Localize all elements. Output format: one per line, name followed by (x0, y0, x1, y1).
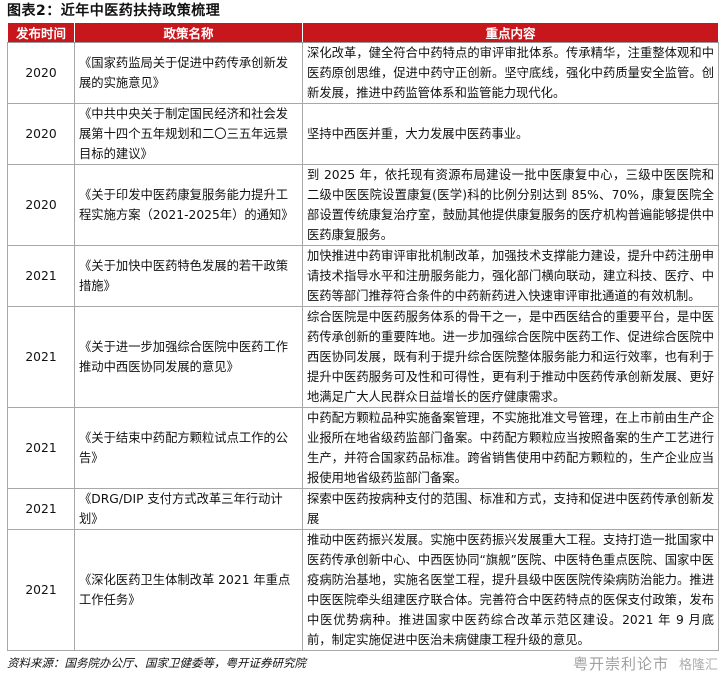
policy-name-cell: 《关于结束中药配方颗粒试点工作的公告》 (74, 407, 303, 489)
key-content-cell: 坚持中西医并重，大力发展中医药事业。 (302, 103, 719, 165)
policy-name-cell: 《国家药监局关于促进中药传承创新发展的实施意见》 (74, 42, 303, 104)
key-content-cell: 中药配方颗粒品种实施备案管理，不实施批准文号管理，在上市前由生产企业报所在地省级… (302, 407, 719, 489)
year-cell: 2021 (7, 306, 75, 408)
header-key-content: 重点内容 (302, 22, 719, 43)
year-cell: 2020 (7, 103, 75, 165)
policy-name-cell: 《DRG/DIP 支付方式改革三年行动计划》 (74, 488, 303, 530)
table-row: 2021 《DRG/DIP 支付方式改革三年行动计划》 探索中医药按病种支付的范围、… (7, 488, 719, 530)
watermark: 粤开崇利论市 (572, 654, 669, 673)
table-row: 2020 《关于印发中医药康复服务能力提升工程实施方案（2021-2025年）的通… (7, 164, 719, 246)
table-row: 2021 《关于进一步加强综合医院中医药工作推动中西医协同发展的意见》 综合医院是中… (7, 306, 719, 408)
table-row: 2021 《关于结束中药配方颗粒试点工作的公告》 中药配方颗粒品种实施备案管理，不实… (7, 407, 719, 489)
table-header-row: 发布时间 政策名称 重点内容 (7, 22, 719, 43)
key-content-cell: 深化改革，健全符合中药特点的审评审批体系。传承精华，注重整体观和中医药原创思维，… (302, 42, 719, 104)
table-row: 2021 《深化医药卫生体制改革 2021 年重点工作任务》 推动中医药振兴发展。实… (7, 529, 719, 651)
year-cell: 2020 (7, 42, 75, 104)
year-cell: 2021 (7, 529, 75, 651)
policy-name-cell: 《中共中央关于制定国民经济和社会发展第十四个五年规划和二〇三五年远景目标的建议》 (74, 103, 303, 165)
policy-name-cell: 《深化医药卫生体制改革 2021 年重点工作任务》 (74, 529, 303, 651)
watermark-logo: 格隆汇 (678, 657, 718, 673)
policy-name-cell: 《关于进一步加强综合医院中医药工作推动中西医协同发展的意见》 (74, 306, 303, 408)
year-cell: 2020 (7, 164, 75, 246)
figure-title: 图表2：近年中医药扶持政策梳理 (7, 3, 221, 19)
policy-table: 发布时间 政策名称 重点内容 2020 《国家药监局关于促进中药传承创新发展的实施… (7, 22, 719, 651)
year-cell: 2021 (7, 407, 75, 489)
header-date: 发布时间 (7, 22, 75, 43)
key-content-cell: 加快推进中药审评审批机制改革，加强技术支撑能力建设，提升中药注册申请技术指导水平… (302, 245, 719, 307)
key-content-cell: 推动中医药振兴发展。实施中医药振兴发展重大工程。支持打造一批国家中医药传承创新中… (302, 529, 719, 651)
key-content-cell: 到 2025 年，依托现有资源布局建设一批中医康复中心，三级中医医院和二级中医医… (302, 164, 719, 246)
table-row: 2020 《中共中央关于制定国民经济和社会发展第十四个五年规划和二〇三五年远景目标… (7, 103, 719, 165)
source-note: 资料来源：国务院办公厅、国家卫健委等，粤开证券研究院 (7, 656, 306, 670)
header-policy-name: 政策名称 (74, 22, 303, 43)
key-content-cell: 探索中医药按病种支付的范围、标准和方式，支持和促进中医药传承创新发展 (302, 488, 719, 530)
table-row: 2021 《关于加快中医药特色发展的若干政策措施》 加快推进中药审评审批机制改革，加… (7, 245, 719, 307)
key-content-cell: 综合医院是中医药服务体系的骨干之一，是中西医结合的重要平台，是中医药传承创新的重… (302, 306, 719, 408)
year-cell: 2021 (7, 245, 75, 307)
year-cell: 2021 (7, 488, 75, 530)
policy-name-cell: 《关于加快中医药特色发展的若干政策措施》 (74, 245, 303, 307)
table-row: 2020 《国家药监局关于促进中药传承创新发展的实施意见》 深化改革，健全符合中药特… (7, 42, 719, 104)
policy-name-cell: 《关于印发中医药康复服务能力提升工程实施方案（2021-2025年）的通知》 (74, 164, 303, 246)
footer: 资料来源：国务院办公厅、国家卫健委等，粤开证券研究院 粤开崇利论市 格隆汇 (7, 653, 718, 673)
